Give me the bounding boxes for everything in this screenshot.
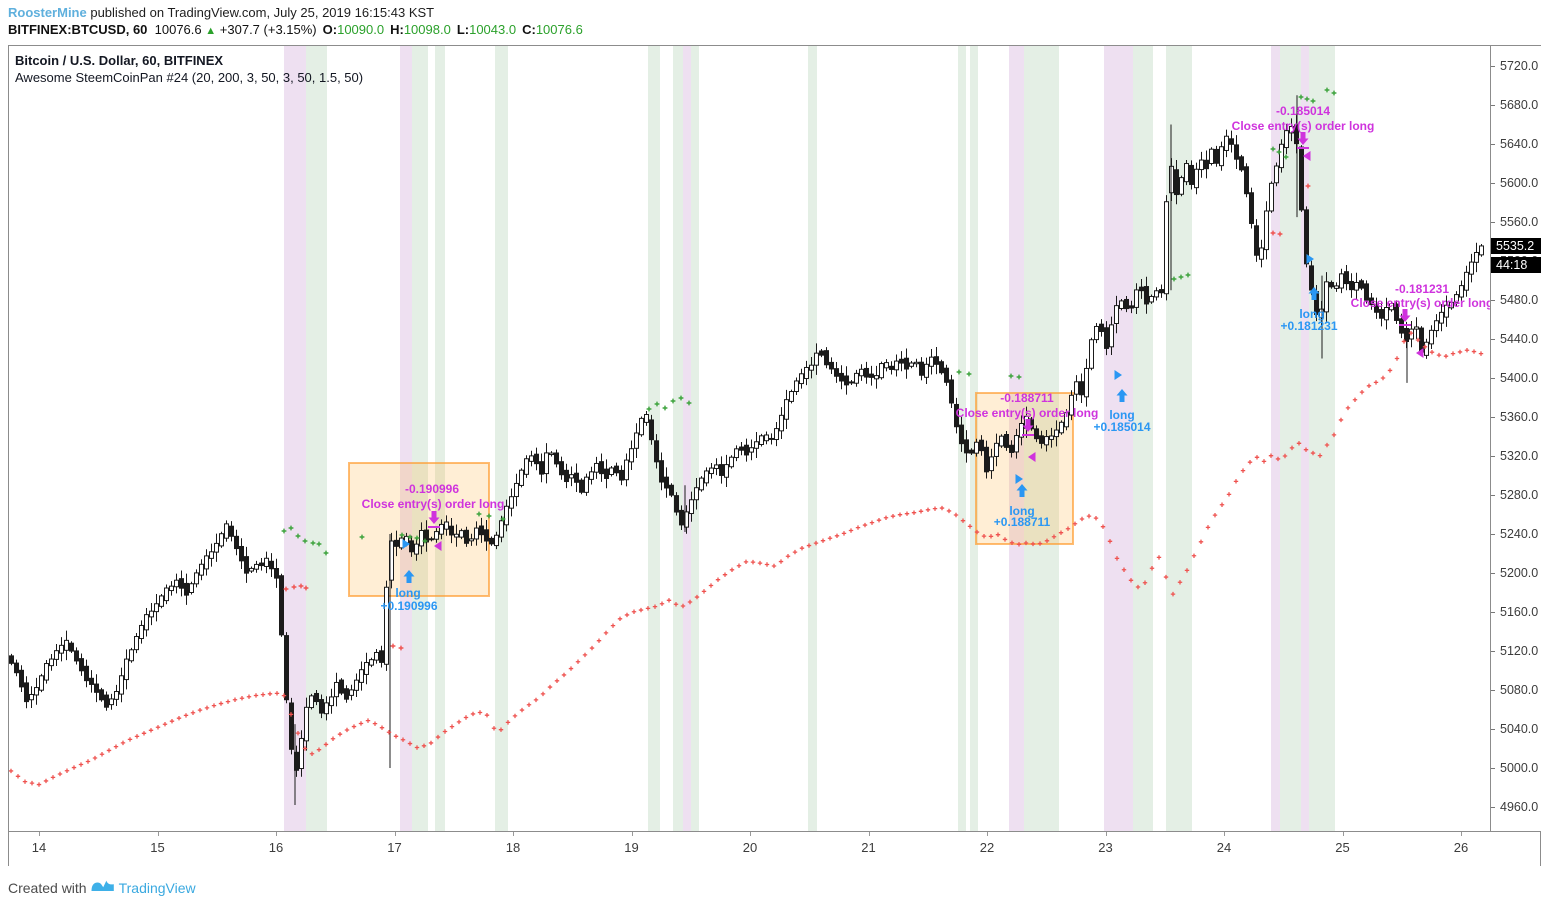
chart-plot-svg bbox=[9, 46, 1484, 831]
price-tick: 5120.0 bbox=[1491, 644, 1541, 658]
ohlc-value: 10076.6 bbox=[535, 22, 583, 37]
price-tick: 5400.0 bbox=[1491, 371, 1541, 385]
price-tick: 5080.0 bbox=[1491, 683, 1541, 697]
trade-exit-label: Close entry(s) order long bbox=[1350, 296, 1490, 310]
time-tick-mark bbox=[513, 832, 514, 836]
last-price: 10076.6 bbox=[154, 22, 202, 37]
publish-line: RoosterMine published on TradingView.com… bbox=[8, 5, 434, 20]
price-change: +307.7 (+3.15%) bbox=[219, 22, 317, 37]
ohlc-label: H: bbox=[390, 22, 404, 37]
ohlc-label: C: bbox=[522, 22, 536, 37]
time-tick-label: 17 bbox=[387, 840, 402, 855]
price-tick: 5200.0 bbox=[1491, 566, 1541, 580]
price-tick: 5600.0 bbox=[1491, 176, 1541, 190]
publish-text: published on TradingView.com, July 25, 2… bbox=[86, 5, 435, 20]
trade-exit-label: Close entry(s) order long bbox=[955, 406, 1099, 420]
trade-entry-value: +0.190996 bbox=[380, 599, 438, 613]
trade-entry-label: long bbox=[1109, 408, 1135, 422]
chart-title-legend: Bitcoin / U.S. Dollar, 60, BITFINEX bbox=[15, 53, 224, 68]
candles-layer bbox=[9, 95, 1484, 806]
trade-markers-layer bbox=[402, 132, 1424, 583]
price-tick: 5000.0 bbox=[1491, 761, 1541, 775]
time-tick-label: 24 bbox=[1216, 840, 1232, 855]
price-tick: 5160.0 bbox=[1491, 605, 1541, 619]
price-tick: 5560.0 bbox=[1491, 215, 1541, 229]
time-tick-mark bbox=[1224, 832, 1225, 836]
footer-credit: Created with TradingView bbox=[8, 878, 196, 897]
trade-entry-value: +0.185014 bbox=[1093, 420, 1151, 434]
price-tick: 4960.0 bbox=[1491, 800, 1541, 814]
chart-widget: Bitcoin / U.S. Dollar, 60, BITFINEX Awes… bbox=[8, 45, 1541, 866]
time-tick-label: 18 bbox=[505, 840, 521, 855]
time-tick-mark bbox=[631, 832, 633, 836]
trade-exit-value: -0.188711 bbox=[1000, 391, 1054, 405]
ohlc-value: 10043.0 bbox=[469, 22, 517, 37]
price-tick: 5640.0 bbox=[1491, 137, 1541, 151]
tradingview-logo-icon bbox=[91, 878, 115, 897]
time-tick-label: 19 bbox=[624, 840, 639, 855]
ohlc-value: 10098.0 bbox=[403, 22, 451, 37]
trade-entry-label: long bbox=[395, 586, 421, 600]
price-tick: 5720.0 bbox=[1491, 59, 1541, 73]
symbol-status-line: BITFINEX:BTCUSD, 60 10076.6 ▲ +307.7 (+3… bbox=[8, 22, 583, 37]
author-name: RoosterMine bbox=[8, 5, 87, 20]
trade-exit-value: -0.190996 bbox=[404, 482, 460, 496]
price-tick: 5440.0 bbox=[1491, 332, 1541, 346]
time-tick-label: 25 bbox=[1335, 840, 1350, 855]
price-tick: 5240.0 bbox=[1491, 527, 1541, 541]
price-tick: 5280.0 bbox=[1491, 488, 1541, 502]
symbol-label: BITFINEX:BTCUSD, 60 bbox=[8, 22, 148, 37]
indicator-legend: Awesome SteemCoinPan #24 (20, 200, 3, 50… bbox=[15, 70, 364, 85]
time-tick-mark bbox=[1342, 832, 1344, 836]
trade-entry-label: long bbox=[1009, 504, 1035, 518]
trade-entry-label: long bbox=[1299, 307, 1325, 321]
created-with-text: Created with bbox=[8, 879, 87, 896]
time-tick-mark bbox=[394, 832, 396, 836]
time-tick-mark bbox=[1461, 832, 1462, 836]
ohlc-value: 10090.0 bbox=[337, 22, 385, 37]
bar-countdown-label: 44:18 bbox=[1491, 257, 1541, 274]
trade-exit-value: -0.185014 bbox=[1275, 104, 1331, 118]
ohlc-values: O:10090.0 H:10098.0 L:10043.0 C:10076.6 bbox=[317, 22, 583, 37]
time-tick-label: 14 bbox=[31, 840, 47, 855]
price-tick: 5040.0 bbox=[1491, 722, 1541, 736]
time-tick-label: 20 bbox=[742, 840, 758, 855]
time-tick-mark bbox=[987, 832, 988, 836]
price-tick: 5320.0 bbox=[1491, 449, 1541, 463]
time-tick-label: 23 bbox=[1098, 840, 1113, 855]
time-tick-label: 15 bbox=[150, 840, 165, 855]
trade-zone-boxes-layer bbox=[348, 392, 1074, 597]
time-tick-label: 16 bbox=[268, 840, 284, 855]
time-tick-label: 22 bbox=[979, 840, 995, 855]
price-tick: 5480.0 bbox=[1491, 293, 1541, 307]
chart-canvas[interactable]: Bitcoin / U.S. Dollar, 60, BITFINEX Awes… bbox=[9, 46, 1490, 831]
signal-marks-layer bbox=[281, 87, 1337, 651]
price-axis[interactable]: 5720.05680.05640.05600.05560.05520.05480… bbox=[1490, 46, 1541, 831]
time-tick-label: 21 bbox=[861, 840, 876, 855]
tradingview-link[interactable]: TradingView bbox=[118, 879, 196, 896]
price-tick: 5360.0 bbox=[1491, 410, 1541, 424]
time-tick-mark bbox=[868, 832, 870, 836]
up-triangle-icon: ▲ bbox=[205, 25, 217, 37]
ma-dotted-layer bbox=[9, 330, 1484, 787]
trade-exit-value: -0.181231 bbox=[1394, 282, 1450, 296]
ohlc-label: O: bbox=[322, 22, 338, 37]
time-axis[interactable]: 14 15 16 17 18 19 20 21 22 23 24 25 26 bbox=[9, 831, 1540, 866]
trade-entry-value: +0.188711 bbox=[993, 515, 1051, 529]
time-tick-mark bbox=[276, 832, 277, 836]
session-bands-layer bbox=[284, 46, 1335, 831]
ohlc-label: L: bbox=[456, 22, 470, 37]
trade-exit-label: Close entry(s) order long bbox=[361, 497, 505, 511]
trade-exit-label: Close entry(s) order long bbox=[1231, 119, 1375, 133]
time-tick-label: 26 bbox=[1453, 840, 1469, 855]
trade-entry-value: +0.181231 bbox=[1280, 319, 1338, 333]
price-tick: 5680.0 bbox=[1491, 98, 1541, 112]
current-price-label: 5535.2 bbox=[1491, 238, 1541, 255]
time-tick-mark bbox=[1105, 832, 1107, 836]
time-tick-mark bbox=[157, 832, 159, 836]
time-tick-mark bbox=[39, 832, 40, 836]
time-tick-mark bbox=[750, 832, 751, 836]
